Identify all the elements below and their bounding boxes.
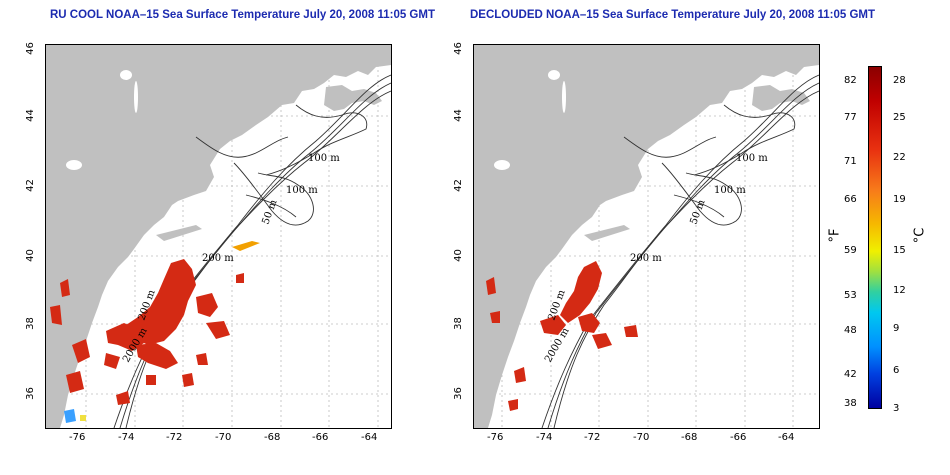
right-lat-tick: 38 <box>452 317 464 330</box>
left-label-50m: 50 m <box>260 198 279 226</box>
colorbar-f-tick: 42 <box>844 369 857 380</box>
colorbar-f-tick: 53 <box>844 290 857 301</box>
left-lat-tick: 46 <box>24 42 36 55</box>
right-lon-tick: -74 <box>536 432 553 443</box>
right-label-100m-b: 100 m <box>714 185 746 196</box>
colorbar-f-tick: 77 <box>844 112 857 123</box>
right-label-50m: 50 m <box>688 198 707 226</box>
left-map-canvas: 100 m 100 m 50 m 200 m 200 m 2000 m <box>46 45 391 428</box>
left-land <box>46 45 391 428</box>
right-map-title: DECLOUDED NOAA–15 Sea Surface Temperatur… <box>470 9 876 21</box>
left-sst-map: 100 m 100 m 50 m 200 m 200 m 2000 m <box>45 44 392 429</box>
right-lon-tick: -66 <box>730 432 747 443</box>
left-lat-tick: 40 <box>24 249 36 262</box>
left-nova-scotia <box>324 85 382 111</box>
left-sst-patches <box>50 259 244 405</box>
celsius-unit-label: °C <box>912 227 928 244</box>
right-label-200m: 200 m <box>630 253 662 264</box>
left-lat-tick: 42 <box>24 179 36 192</box>
left-lon-tick: -74 <box>118 432 135 443</box>
colorbar-c-tick: 3 <box>893 403 900 414</box>
colorbar-f-tick: 38 <box>844 398 857 409</box>
colorbar-c-tick: 9 <box>893 323 900 334</box>
right-lon-tick: -72 <box>584 432 601 443</box>
right-long-island <box>584 225 630 241</box>
right-map-canvas: 100 m 100 m 50 m 200 m 200 m 2000 m <box>474 45 819 428</box>
colorbar-f-tick: 48 <box>844 325 857 336</box>
right-lat-tick: 40 <box>452 249 464 262</box>
colorbar-f-tick: 66 <box>844 194 857 205</box>
right-lon-tick: -70 <box>633 432 650 443</box>
right-lon-tick: -64 <box>778 432 795 443</box>
left-label-100m-b: 100 m <box>286 185 318 196</box>
right-lat-tick: 36 <box>452 387 464 400</box>
right-lat-tick: 46 <box>452 42 464 55</box>
colorbar-c-tick: 6 <box>893 365 900 376</box>
temperature-colorbar <box>868 66 882 409</box>
right-lat-tick: 44 <box>452 109 464 122</box>
left-map-title: RU COOL NOAA–15 Sea Surface Temperature … <box>50 9 435 21</box>
colorbar-c-tick: 25 <box>893 112 906 123</box>
left-orange-streak <box>232 241 260 251</box>
colorbar-c-tick: 12 <box>893 285 906 296</box>
left-lon-tick: -66 <box>312 432 329 443</box>
colorbar-f-tick: 59 <box>844 245 857 256</box>
left-long-island <box>156 225 202 241</box>
right-sst-map: 100 m 100 m 50 m 200 m 200 m 2000 m <box>473 44 820 429</box>
right-lon-tick: -76 <box>487 432 504 443</box>
left-lat-tick: 44 <box>24 109 36 122</box>
right-lon-tick: -68 <box>681 432 698 443</box>
fahrenheit-unit-label: °F <box>827 228 843 243</box>
left-lon-tick: -76 <box>69 432 86 443</box>
left-lat-tick: 36 <box>24 387 36 400</box>
colorbar-c-tick: 28 <box>893 75 906 86</box>
colorbar-f-tick: 82 <box>844 75 857 86</box>
left-lon-tick: -72 <box>166 432 183 443</box>
left-lat-tick: 38 <box>24 317 36 330</box>
left-lon-tick: -68 <box>264 432 281 443</box>
left-label-100m-a: 100 m <box>308 153 340 164</box>
left-lon-tick: -64 <box>361 432 378 443</box>
colorbar-c-tick: 19 <box>893 194 906 205</box>
right-label-100m-a: 100 m <box>736 153 768 164</box>
colorbar-c-tick: 15 <box>893 245 906 256</box>
right-sst-patches <box>486 261 638 411</box>
right-lat-tick: 42 <box>452 179 464 192</box>
right-nova-scotia <box>752 85 810 111</box>
right-bathymetry-contours <box>541 74 819 428</box>
left-lon-tick: -70 <box>215 432 232 443</box>
colorbar-c-tick: 22 <box>893 152 906 163</box>
right-land <box>474 45 819 428</box>
colorbar-f-tick: 71 <box>844 156 857 167</box>
left-label-200m: 200 m <box>202 253 234 264</box>
